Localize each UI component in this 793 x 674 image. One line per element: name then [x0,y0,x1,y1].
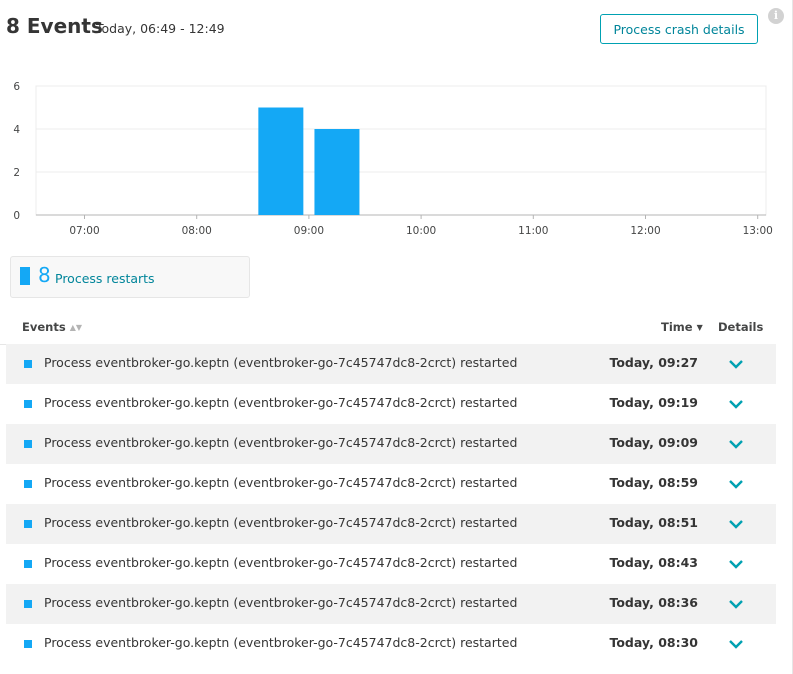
column-header-time[interactable]: Time ▼ [661,320,703,334]
x-tick-label: 12:00 [630,225,660,237]
event-time: Today, 09:09 [609,435,698,450]
events-table-header: Events ▲▼ Time ▼ Details [0,316,776,345]
chart-x-axis: 07:00 08:00 09:00 10:00 11:00 12:00 13:00 [36,214,773,237]
x-tick-label: 07:00 [69,225,99,237]
sort-neutral-icon: ▲▼ [69,323,82,332]
event-marker [24,440,32,448]
event-marker [24,520,32,528]
chevron-down-icon[interactable] [726,596,746,612]
event-time: Today, 08:30 [609,635,698,650]
legend-process-restarts[interactable]: 8 Process restarts [10,256,250,298]
table-row[interactable]: Process eventbroker-go.keptn (eventbroke… [6,384,776,424]
chevron-down-icon[interactable] [726,476,746,492]
column-header-details: Details [718,320,764,334]
event-time: Today, 08:36 [609,595,698,610]
x-tick-label: 10:00 [406,225,436,237]
event-marker [24,640,32,648]
column-header-events[interactable]: Events ▲▼ [22,320,82,334]
plot-area [35,85,767,216]
event-marker [24,560,32,568]
y-tick-label: 0 [13,210,20,222]
events-header: 8 Events Today, 06:49 - 12:49 Process cr… [0,0,792,60]
x-tick-label: 08:00 [182,225,212,237]
time-range: Today, 06:49 - 12:49 [96,21,225,36]
event-marker [24,480,32,488]
table-row[interactable]: Process eventbroker-go.keptn (eventbroke… [6,344,776,384]
event-title: Process eventbroker-go.keptn (eventbroke… [44,355,518,370]
event-marker [24,360,32,368]
chart-y-axis: 0 2 4 6 [13,81,20,222]
chart-grid [35,85,767,216]
table-row[interactable]: Process eventbroker-go.keptn (eventbroke… [6,424,776,464]
column-header-time-label: Time [661,320,693,334]
event-time: Today, 08:59 [609,475,698,490]
table-row[interactable]: Process eventbroker-go.keptn (eventbroke… [6,624,776,664]
event-title: Process eventbroker-go.keptn (eventbroke… [44,595,518,610]
legend-count: 8 [38,263,51,287]
info-icon[interactable]: i [768,8,784,24]
chevron-down-icon[interactable] [726,516,746,532]
x-tick-label: 13:00 [743,225,773,237]
chevron-down-icon[interactable] [726,356,746,372]
x-tick-label: 09:00 [294,225,324,237]
x-tick-label: 11:00 [518,225,548,237]
event-title: Process eventbroker-go.keptn (eventbroke… [44,635,518,650]
chart-bar [258,107,304,215]
y-tick-label: 6 [13,81,20,93]
event-title: Process eventbroker-go.keptn (eventbroke… [44,555,518,570]
process-crash-details-button[interactable]: Process crash details [600,14,758,44]
event-time: Today, 08:51 [609,515,698,530]
events-chart: 0 2 4 6 07:00 08:00 09:00 10:00 11:00 12:00 13:00 [13,81,773,237]
table-row[interactable]: Process eventbroker-go.keptn (eventbroke… [6,464,776,504]
table-row[interactable]: Process eventbroker-go.keptn (eventbroke… [6,504,776,544]
event-title: Process eventbroker-go.keptn (eventbroke… [44,395,518,410]
chart-bar [314,129,360,215]
column-header-events-label: Events [22,320,66,334]
event-marker [24,400,32,408]
event-title: Process eventbroker-go.keptn (eventbroke… [44,475,518,490]
event-title: Process eventbroker-go.keptn (eventbroke… [44,435,518,450]
table-row[interactable]: Process eventbroker-go.keptn (eventbroke… [6,544,776,584]
page-title: 8 Events [6,14,103,38]
chevron-down-icon[interactable] [726,436,746,452]
y-tick-label: 4 [13,124,20,136]
table-row[interactable]: Process eventbroker-go.keptn (eventbroke… [6,584,776,624]
event-marker [24,600,32,608]
chart-bars [258,107,360,215]
y-tick-label: 2 [13,167,20,179]
chevron-down-icon[interactable] [726,636,746,652]
chevron-down-icon[interactable] [726,396,746,412]
event-time: Today, 09:19 [609,395,698,410]
events-table-body: Process eventbroker-go.keptn (eventbroke… [6,344,776,664]
event-title: Process eventbroker-go.keptn (eventbroke… [44,515,518,530]
legend-label: Process restarts [55,271,155,286]
sort-descending-icon: ▼ [696,323,703,332]
chevron-down-icon[interactable] [726,556,746,572]
legend-swatch [20,267,30,285]
event-time: Today, 09:27 [609,355,698,370]
event-time: Today, 08:43 [609,555,698,570]
